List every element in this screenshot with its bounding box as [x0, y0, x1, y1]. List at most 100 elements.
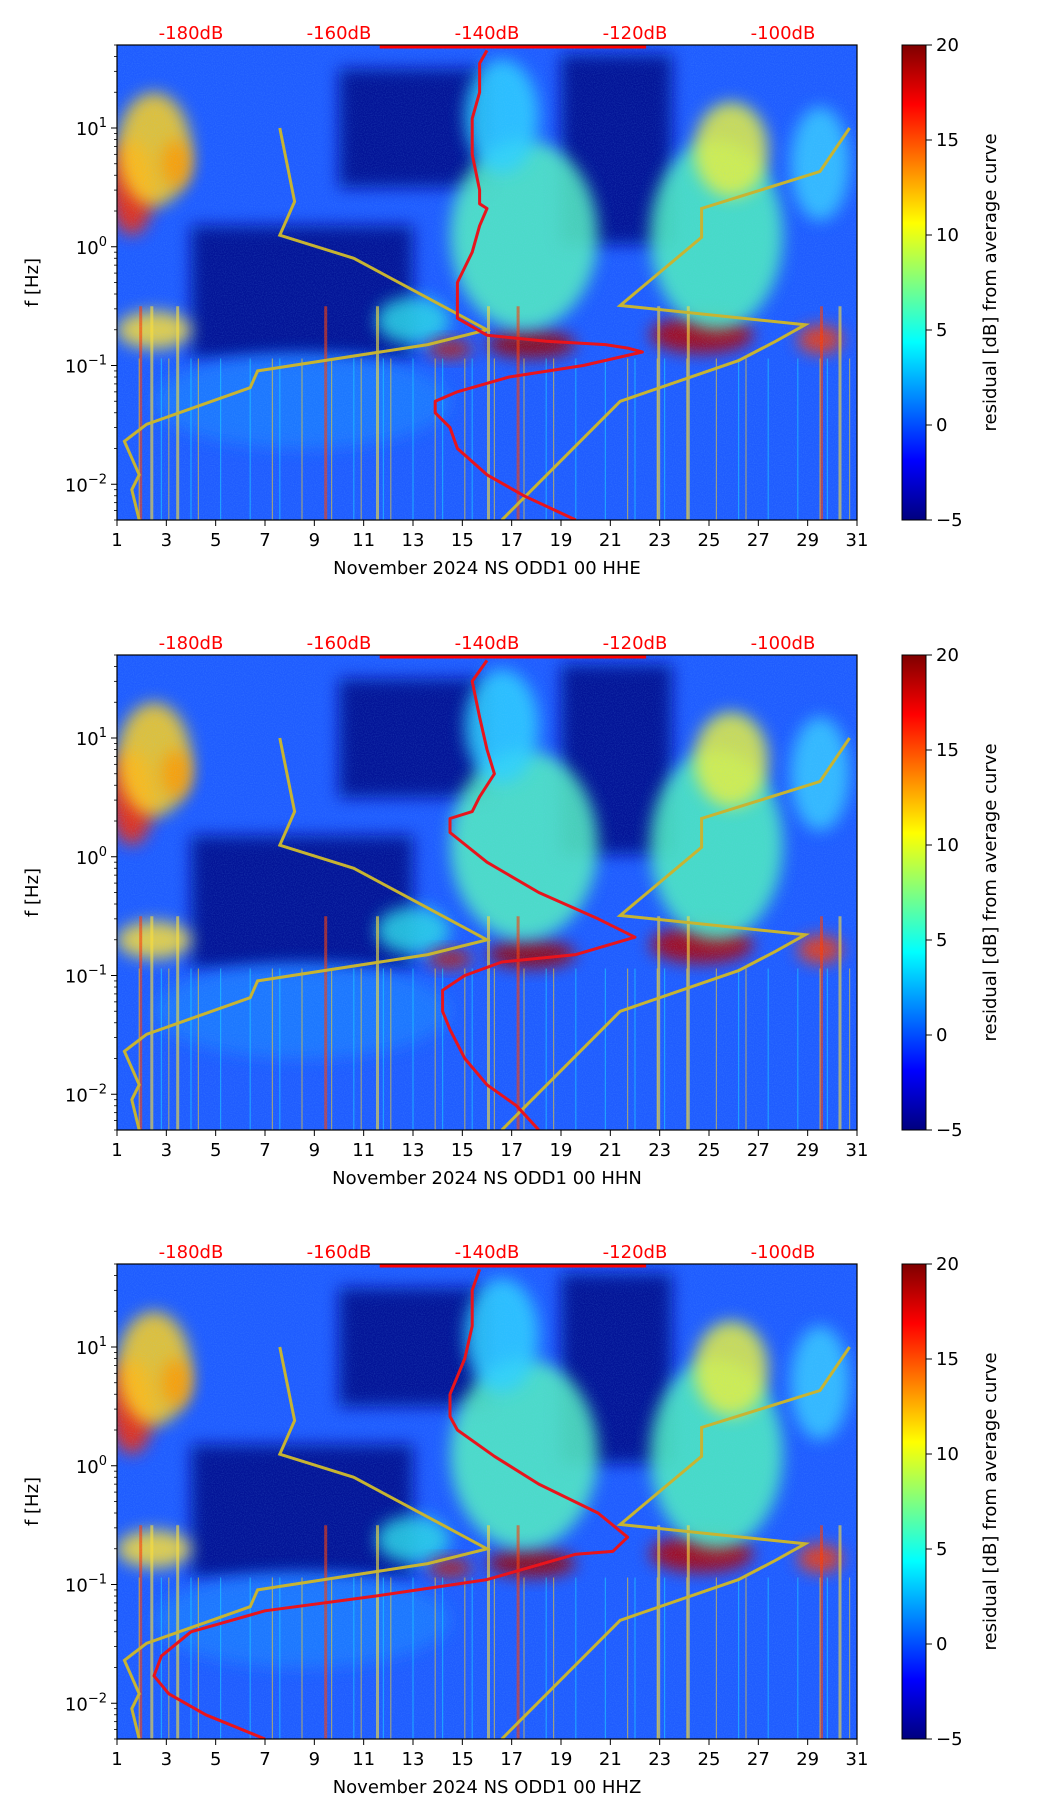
db-tick-label: -180dB — [159, 633, 224, 654]
colorbar-tick-label: 10 — [936, 1444, 959, 1465]
x-tick-label: 13 — [402, 530, 425, 551]
db-tick-label: -160dB — [307, 23, 372, 44]
x-tick-label: 1 — [111, 530, 122, 551]
subplot-2: 1 3 5 7 9 11 13 15 17 19 21 23 25 27 29 3110110010−110−… — [22, 633, 1001, 1189]
high-noise-model-line — [500, 737, 851, 1130]
colorbar-tick-label: 15 — [936, 740, 959, 761]
db-tick-label: -140dB — [455, 1242, 520, 1263]
subplot-1: 1 3 5 7 9 11 13 15 17 19 21 23 25 27 29 3110110010−110−… — [22, 23, 1001, 579]
colorbar-tick-label: 5 — [936, 320, 947, 341]
x-tick-label: 5 — [210, 1749, 221, 1770]
x-tick-label: 15 — [451, 1140, 474, 1161]
x-tick-label: 9 — [309, 1749, 320, 1770]
x-axis-label: November 2024 NS ODD1 00 HHE — [333, 558, 641, 579]
x-tick-label: 1 — [111, 1749, 122, 1770]
colorbar-tick-label: 0 — [936, 1025, 947, 1046]
x-tick-label: 23 — [648, 530, 671, 551]
y-axis-label: f [Hz] — [22, 1477, 43, 1526]
x-tick-label: 29 — [796, 1140, 819, 1161]
x-tick-label: 13 — [402, 1140, 425, 1161]
x-tick-label: 3 — [161, 1140, 172, 1161]
high-noise-model-line — [500, 127, 851, 520]
colorbar: 20 15 10 5 0 −5 residual [dB] from average cur… — [901, 35, 1001, 531]
x-tick-label: 7 — [259, 1140, 270, 1161]
colorbar-label: residual [dB] from average curve — [980, 133, 1001, 431]
colorbar-tick-label: 20 — [936, 35, 959, 56]
y-tick-label: 101 — [76, 1335, 107, 1359]
colorbar-tick-label: 0 — [936, 415, 947, 436]
y-tick-label: 101 — [76, 116, 107, 140]
y-tick-label: 100 — [76, 845, 107, 869]
y-tick-label: 100 — [76, 235, 107, 259]
x-axis-label: November 2024 NS ODD1 00 HHN — [332, 1168, 642, 1189]
x-tick-label: 19 — [550, 1749, 573, 1770]
subplot-3: 1 3 5 7 9 11 13 15 17 19 21 23 25 27 29 3110110010−110−… — [22, 1242, 1001, 1798]
x-tick-label: 25 — [698, 1749, 721, 1770]
x-tick-label: 11 — [352, 1749, 375, 1770]
colorbar-tick-label: 5 — [936, 930, 947, 951]
x-tick-label: 17 — [500, 1749, 523, 1770]
x-tick-label: 19 — [550, 1140, 573, 1161]
x-tick-label: 15 — [451, 530, 474, 551]
heatmap-grain — [117, 45, 857, 520]
db-tick-label: -120dB — [603, 23, 668, 44]
colorbar-tick-label: 20 — [936, 1254, 959, 1275]
mean-psd-curve — [433, 49, 644, 520]
x-tick-label: 31 — [846, 1140, 869, 1161]
low-noise-model-line — [122, 1346, 492, 1739]
db-tick-label: -100dB — [751, 23, 816, 44]
colorbar-tick-label: 20 — [936, 645, 959, 666]
colorbar-tick-label: 10 — [936, 835, 959, 856]
colorbar-tick-label: −5 — [936, 1120, 963, 1141]
colorbar-gradient — [901, 1263, 927, 1740]
colorbar-tick-label: 15 — [936, 1349, 959, 1370]
colorbar-tick-label: 15 — [936, 130, 959, 151]
y-axis-label: f [Hz] — [22, 258, 43, 307]
x-tick-label: 21 — [599, 530, 622, 551]
x-tick-label: 29 — [796, 530, 819, 551]
colorbar: 20 15 10 5 0 −5 residual [dB] from average cur… — [901, 645, 1001, 1141]
colorbar-gradient — [901, 654, 927, 1131]
x-tick-label: 17 — [500, 1140, 523, 1161]
x-tick-label: 7 — [259, 1749, 270, 1770]
colorbar-label: residual [dB] from average curve — [980, 1352, 1001, 1650]
x-tick-label: 15 — [451, 1749, 474, 1770]
high-noise-model-line — [500, 1346, 851, 1739]
db-tick-label: -160dB — [307, 1242, 372, 1263]
x-tick-label: 17 — [500, 530, 523, 551]
spectrogram-heatmap — [117, 655, 857, 1130]
y-axis-label: f [Hz] — [22, 868, 43, 917]
x-tick-label: 25 — [698, 530, 721, 551]
y-tick-label: 101 — [76, 726, 107, 750]
x-tick-label: 7 — [259, 530, 270, 551]
db-tick-label: -140dB — [455, 633, 520, 654]
colorbar-label: residual [dB] from average curve — [980, 743, 1001, 1041]
x-tick-label: 23 — [648, 1140, 671, 1161]
y-tick-label: 10−2 — [65, 472, 107, 496]
x-tick-label: 3 — [161, 1749, 172, 1770]
colorbar-tick-label: 0 — [936, 1634, 947, 1655]
heatmap-grain — [117, 655, 857, 1130]
db-tick-label: -180dB — [159, 23, 224, 44]
x-tick-label: 5 — [210, 1140, 221, 1161]
db-tick-label: -120dB — [603, 633, 668, 654]
colorbar-tick-label: 10 — [936, 225, 959, 246]
x-tick-label: 23 — [648, 1749, 671, 1770]
x-tick-label: 27 — [747, 1140, 770, 1161]
db-tick-label: -120dB — [603, 1242, 668, 1263]
x-tick-label: 29 — [796, 1749, 819, 1770]
low-noise-model-line — [122, 737, 492, 1130]
colorbar: 20 15 10 5 0 −5 residual [dB] from average cur… — [901, 1254, 1001, 1750]
colorbar-tick-label: −5 — [936, 1729, 963, 1750]
colorbar-gradient — [901, 44, 927, 521]
spectrogram-heatmap — [117, 45, 857, 520]
y-tick-label: 10−1 — [65, 1573, 107, 1597]
x-tick-label: 31 — [846, 1749, 869, 1770]
heatmap-grain — [117, 1264, 857, 1739]
x-tick-label: 11 — [352, 530, 375, 551]
y-tick-label: 100 — [76, 1454, 107, 1478]
x-tick-label: 3 — [161, 530, 172, 551]
mean-psd-curve — [152, 1268, 630, 1739]
x-tick-label: 1 — [111, 1140, 122, 1161]
